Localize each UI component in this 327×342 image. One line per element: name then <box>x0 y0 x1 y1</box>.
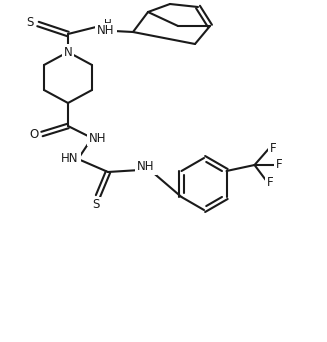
Text: O: O <box>29 128 39 141</box>
Text: NH: NH <box>89 132 107 145</box>
Text: NH: NH <box>137 160 155 173</box>
Text: N: N <box>64 45 72 58</box>
Text: F: F <box>270 142 277 155</box>
Text: HN: HN <box>61 153 79 166</box>
Text: F: F <box>276 158 283 171</box>
Text: NH: NH <box>97 25 115 38</box>
Text: H: H <box>104 19 112 29</box>
Text: F: F <box>267 175 274 188</box>
Text: S: S <box>92 198 100 211</box>
Text: S: S <box>26 15 34 28</box>
